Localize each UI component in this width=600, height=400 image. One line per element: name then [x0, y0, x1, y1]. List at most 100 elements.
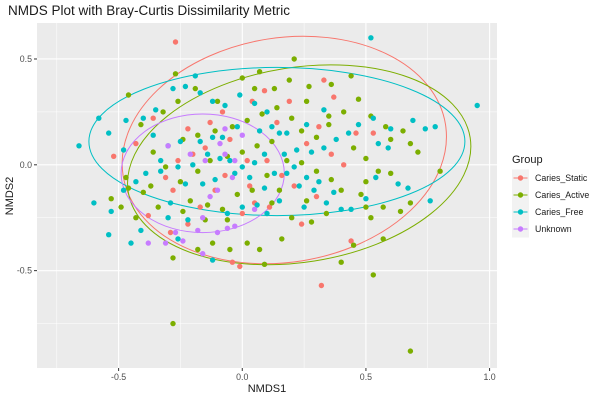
plot-background	[37, 23, 497, 368]
point-caries-active	[269, 200, 275, 206]
point-caries-free	[316, 179, 322, 185]
point-caries-active	[259, 111, 265, 117]
point-caries-free	[212, 176, 218, 183]
point-caries-free	[91, 200, 97, 206]
point-caries-free	[123, 117, 129, 124]
point-caries-static	[227, 136, 233, 143]
point-caries-free	[239, 164, 245, 170]
point-caries-active	[286, 77, 292, 83]
point-caries-static	[222, 172, 228, 179]
point-caries-free	[120, 187, 127, 193]
point-caries-free	[200, 181, 206, 187]
point-caries-free	[331, 189, 337, 195]
point-caries-active	[400, 128, 406, 134]
point-caries-active	[350, 242, 357, 248]
point-caries-static	[318, 282, 325, 289]
point-caries-free	[209, 257, 216, 263]
point-caries-free	[185, 217, 191, 223]
point-caries-active	[204, 202, 211, 208]
legend-marker-caries-static	[517, 175, 524, 181]
point-caries-active	[271, 85, 278, 92]
point-caries-free	[333, 136, 339, 143]
point-caries-active	[195, 132, 201, 138]
point-caries-free	[177, 138, 184, 145]
point-caries-active	[172, 71, 179, 77]
point-unknown	[202, 157, 208, 164]
point-caries-active	[383, 124, 389, 130]
point-caries-active	[239, 75, 245, 81]
point-caries-free	[432, 124, 438, 130]
point-caries-active	[234, 191, 240, 198]
point-caries-active	[138, 121, 144, 128]
legend-title: Group	[512, 154, 543, 166]
point-caries-free	[251, 160, 258, 166]
point-caries-active	[256, 69, 263, 75]
point-caries-free	[363, 196, 369, 202]
point-caries-active	[207, 157, 213, 164]
point-caries-free	[209, 134, 216, 140]
point-unknown	[200, 215, 206, 221]
point-caries-active	[229, 124, 236, 130]
point-caries-static	[353, 130, 359, 136]
point-caries-static	[331, 94, 337, 100]
point-caries-active	[407, 140, 414, 147]
point-caries-free	[128, 240, 134, 246]
point-caries-free	[261, 185, 268, 191]
point-caries-active	[214, 98, 221, 105]
point-caries-free	[385, 145, 391, 151]
point-caries-free	[175, 164, 181, 170]
point-caries-free	[355, 121, 362, 128]
point-caries-free	[256, 128, 263, 134]
point-caries-static	[313, 193, 320, 200]
point-caries-active	[150, 149, 156, 155]
point-caries-free	[224, 210, 231, 217]
point-caries-active	[125, 185, 132, 191]
point-caries-active	[380, 204, 386, 210]
point-caries-free	[96, 115, 102, 121]
point-caries-free	[143, 170, 149, 176]
chart-title: NMDS Plot with Bray-Curtis Dissimilarity…	[8, 3, 290, 18]
point-caries-static	[170, 187, 176, 193]
legend: Group Caries_Static Caries_Active Caries_F…	[512, 154, 589, 238]
point-caries-free	[239, 204, 245, 210]
point-caries-active	[274, 105, 280, 111]
point-caries-free	[264, 210, 270, 217]
point-caries-free	[264, 109, 270, 115]
point-unknown	[224, 225, 231, 231]
point-caries-free	[182, 83, 189, 90]
point-caries-free	[261, 151, 268, 157]
point-caries-active	[303, 198, 310, 204]
point-caries-free	[422, 126, 428, 132]
point-caries-static	[261, 88, 268, 94]
point-caries-active	[308, 219, 315, 225]
point-caries-active	[313, 134, 320, 140]
point-caries-active	[160, 109, 166, 115]
point-unknown	[200, 251, 206, 257]
point-unknown	[172, 229, 179, 236]
point-caries-active	[289, 115, 295, 121]
point-caries-active	[170, 320, 176, 327]
point-caries-active	[192, 85, 198, 92]
point-caries-active	[254, 143, 260, 149]
point-caries-active	[224, 217, 231, 223]
point-unknown	[165, 143, 171, 149]
point-caries-active	[306, 83, 312, 90]
point-caries-free	[395, 181, 401, 187]
point-caries-free	[321, 145, 327, 151]
point-caries-active	[298, 128, 305, 134]
ellipse-caries-active	[127, 64, 472, 266]
point-caries-active	[415, 149, 421, 155]
point-caries-active	[368, 215, 374, 221]
point-caries-static	[145, 212, 151, 219]
point-caries-free	[108, 208, 114, 215]
ellipse-caries-static	[121, 35, 447, 265]
point-caries-active	[155, 204, 161, 210]
point-caries-static	[207, 119, 213, 126]
point-caries-active	[249, 187, 255, 193]
point-unknown	[195, 227, 201, 234]
point-unknown	[180, 238, 186, 244]
point-unknown	[232, 157, 238, 164]
point-caries-free	[284, 170, 290, 176]
point-caries-active	[276, 187, 283, 193]
